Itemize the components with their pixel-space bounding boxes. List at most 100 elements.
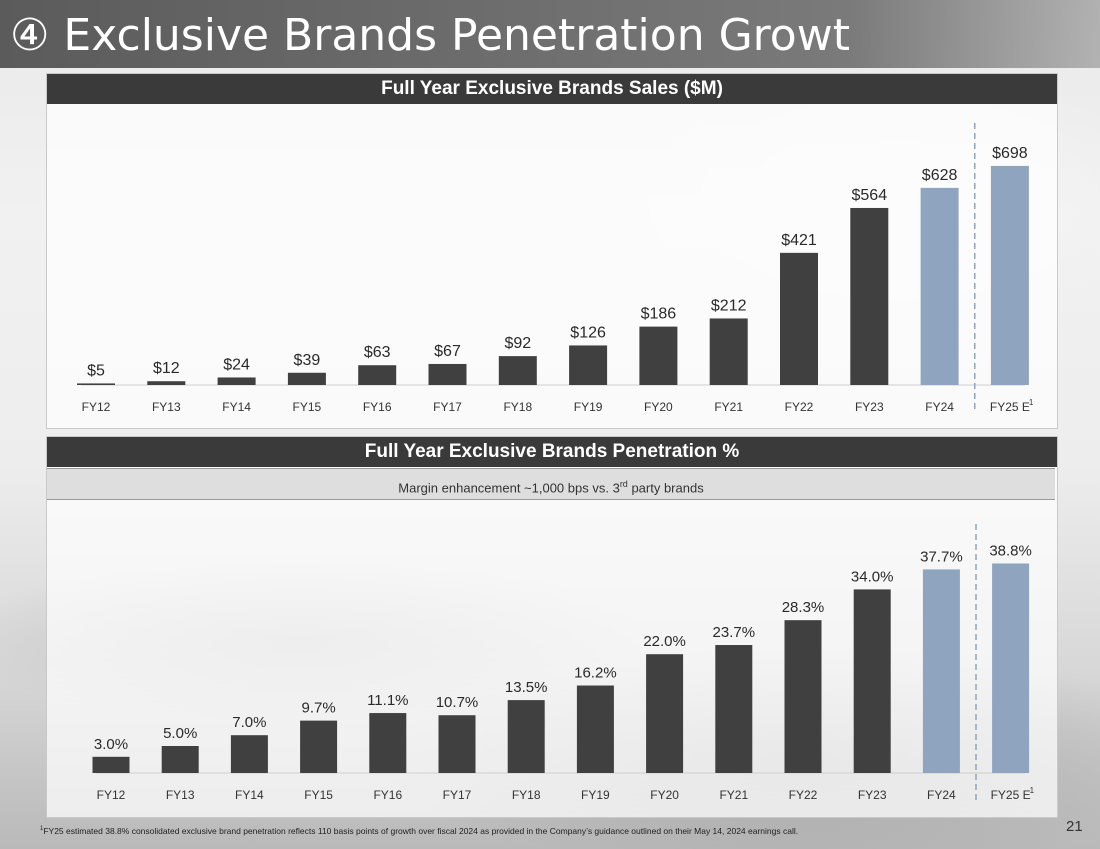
tick-label: FY24 xyxy=(927,788,956,802)
data-label: 9.7% xyxy=(301,700,335,717)
data-label: 22.0% xyxy=(643,633,686,650)
note-text: Margin enhancement ~1,000 bps vs. 3 xyxy=(398,480,620,496)
data-label: $63 xyxy=(364,344,391,361)
tick-label: FY25 E xyxy=(990,400,1030,414)
tick-footnote-marker: 1 xyxy=(1029,398,1034,407)
footnote-marker: 1 xyxy=(40,826,44,833)
data-label: 5.0% xyxy=(163,725,197,742)
bar-fy22 xyxy=(780,252,818,385)
bar-fy14 xyxy=(230,735,268,773)
data-label: $628 xyxy=(922,167,958,184)
tick-label: FY15 xyxy=(293,400,322,414)
bar-fy22 xyxy=(784,620,822,773)
bar-fy16 xyxy=(369,713,407,773)
bar-fy20 xyxy=(639,326,678,385)
bar-fy15 xyxy=(287,372,326,385)
tick-label: FY12 xyxy=(82,400,111,414)
data-label: $212 xyxy=(711,297,747,314)
tick-label: FY21 xyxy=(714,400,743,414)
tick-label: FY20 xyxy=(644,400,673,414)
data-label: $564 xyxy=(852,187,888,204)
note-superscript: rd xyxy=(619,479,628,489)
bar-fy13 xyxy=(147,381,186,385)
tick-label: FY21 xyxy=(719,788,748,802)
bar-fy18 xyxy=(498,356,537,385)
bar-fy19 xyxy=(576,685,614,773)
tick-label: FY14 xyxy=(222,400,251,414)
data-label: $421 xyxy=(781,232,817,249)
data-label: $12 xyxy=(153,360,180,377)
footnote: 1FY25 estimated 38.8% consolidated exclu… xyxy=(40,826,798,836)
data-label: 34.0% xyxy=(851,568,894,585)
penetration-panel: Full Year Exclusive Brands Penetration %… xyxy=(46,436,1058,818)
bar-fy21 xyxy=(715,645,753,773)
penetration-panel-header: Full Year Exclusive Brands Penetration % xyxy=(47,437,1057,467)
tick-label: FY13 xyxy=(166,788,195,802)
tick-label: FY19 xyxy=(574,400,603,414)
data-label: $24 xyxy=(223,356,250,373)
tick-label: FY17 xyxy=(443,788,472,802)
tick-label: FY22 xyxy=(789,788,818,802)
bar-fy13 xyxy=(161,746,199,773)
data-label: 3.0% xyxy=(94,736,128,753)
bar-fy16 xyxy=(358,365,397,385)
bar-fy17 xyxy=(428,363,467,385)
title-bar: ④ Exclusive Brands Penetration Growth xyxy=(0,0,1100,68)
tick-label: FY18 xyxy=(512,788,541,802)
tick-label: FY12 xyxy=(97,788,126,802)
footnote-text: FY25 estimated 38.8% consolidated exclus… xyxy=(43,826,799,836)
data-label: $5 xyxy=(87,362,105,379)
tick-label: FY13 xyxy=(152,400,181,414)
bar-fy25-e xyxy=(992,563,1030,773)
data-label: $92 xyxy=(504,335,531,352)
tick-label: FY24 xyxy=(925,400,954,414)
bar-fy19 xyxy=(569,345,608,385)
data-label: 38.8% xyxy=(989,542,1032,559)
data-label: 11.1% xyxy=(367,692,408,709)
margin-enhancement-note: Margin enhancement ~1,000 bps vs. 3rd pa… xyxy=(47,468,1055,500)
bar-fy23 xyxy=(850,207,889,385)
bar-fy17 xyxy=(438,715,476,773)
bar-fy21 xyxy=(709,318,748,385)
bar-fy12 xyxy=(77,383,115,385)
tick-label: FY23 xyxy=(855,400,884,414)
sales-bar-chart: $5 FY12 $12 FY13 $24 FY14 $39 FY15 $63 FY16 $67 FY1… xyxy=(77,123,1034,414)
tick-label: FY15 xyxy=(304,788,333,802)
data-label: $698 xyxy=(992,145,1028,162)
bar-fy23 xyxy=(853,589,891,773)
bar-fy18 xyxy=(507,700,545,773)
tick-label: FY17 xyxy=(433,400,462,414)
data-label: 28.3% xyxy=(782,599,825,616)
tick-footnote-marker: 1 xyxy=(1030,786,1035,795)
tick-label: FY25 E xyxy=(991,788,1031,802)
penetration-bar-chart: 3.0% FY12 5.0% FY13 7.0% FY14 9.7% FY15 11.1% FY1… xyxy=(92,524,1035,802)
bar-fy12 xyxy=(92,756,130,773)
bar-fy24 xyxy=(920,187,959,385)
data-label: 16.2% xyxy=(574,665,617,682)
data-label: 13.5% xyxy=(505,679,548,696)
data-label: 37.7% xyxy=(920,548,963,565)
bar-fy15 xyxy=(300,720,338,773)
sales-panel-header: Full Year Exclusive Brands Sales ($M) xyxy=(47,74,1057,104)
bar-fy20 xyxy=(646,654,684,773)
tick-label: FY16 xyxy=(373,788,402,802)
sales-panel: Full Year Exclusive Brands Sales ($M) $5… xyxy=(46,73,1058,429)
data-label: $39 xyxy=(294,352,321,369)
data-label: 23.7% xyxy=(713,624,756,641)
data-label: 7.0% xyxy=(232,714,266,731)
data-label: $126 xyxy=(570,324,606,341)
tick-label: FY20 xyxy=(650,788,679,802)
tick-label: FY18 xyxy=(503,400,532,414)
tick-label: FY23 xyxy=(858,788,887,802)
data-label: 10.7% xyxy=(436,694,479,711)
page-number: 21 xyxy=(1066,818,1083,835)
tick-label: FY16 xyxy=(363,400,392,414)
tick-label: FY22 xyxy=(785,400,814,414)
data-label: $67 xyxy=(434,343,461,360)
slide-title: ④ Exclusive Brands Penetration Growth xyxy=(10,10,878,61)
bar-fy24 xyxy=(922,569,960,773)
tick-label: FY19 xyxy=(581,788,610,802)
bar-fy25-e xyxy=(990,165,1029,385)
data-label: $186 xyxy=(641,306,677,323)
bar-fy14 xyxy=(217,377,256,385)
